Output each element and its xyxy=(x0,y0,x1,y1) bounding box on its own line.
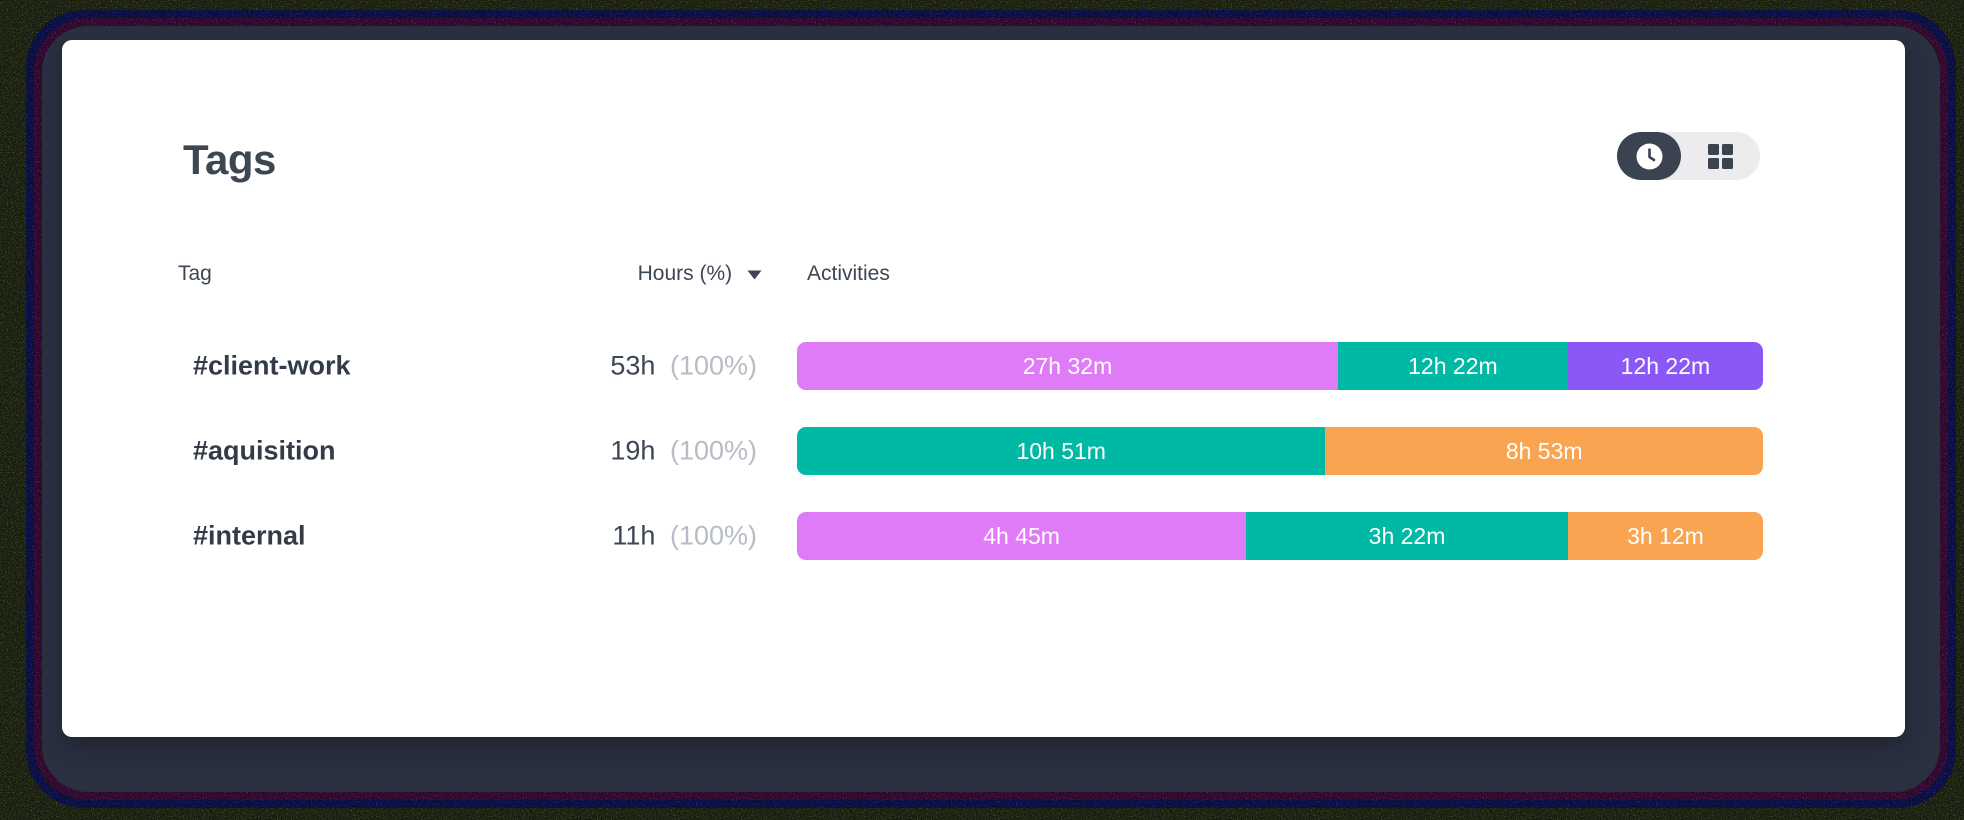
tag-hours: 53h xyxy=(610,350,656,381)
sort-desc-icon xyxy=(747,270,762,280)
tag-percent: (100%) xyxy=(669,435,757,466)
tag-percent: (100%) xyxy=(669,350,757,381)
tag-name[interactable]: #internal xyxy=(193,520,306,551)
tag-hours: 19h xyxy=(610,435,656,466)
tag-hours-cell: 53h (100%) xyxy=(502,351,757,382)
tag-name[interactable]: #client-work xyxy=(193,350,351,381)
activity-segment-label: 3h 22m xyxy=(1368,522,1446,549)
grid-view-button[interactable] xyxy=(1681,132,1760,180)
activity-segment-label: 4h 45m xyxy=(983,522,1060,549)
clock-icon xyxy=(1636,143,1662,169)
column-header-activities: Activities xyxy=(807,262,890,285)
tags-panel: Tags Tag Hours (%) xyxy=(62,40,1905,737)
activities-bar: 27h 32m 12h 22m 12h 22m xyxy=(797,342,1763,390)
activity-segment[interactable]: 3h 12m xyxy=(1567,512,1763,560)
tag-hours: 11h xyxy=(612,520,656,551)
activities-bar: 4h 45m 3h 22m 3h 12m xyxy=(797,512,1763,560)
activity-segment[interactable]: 12h 22m xyxy=(1337,342,1568,390)
tag-hours-cell: 11h (100%) xyxy=(502,521,757,552)
table-row: #internal 11h (100%) 4h 45m 3h 22m 3h 12… xyxy=(62,512,1905,560)
time-view-button[interactable] xyxy=(1617,132,1681,180)
table-row: #aquisition 19h (100%) 10h 51m 8h 53m xyxy=(62,427,1905,475)
activity-segment[interactable]: 8h 53m xyxy=(1325,427,1763,475)
activity-segment[interactable]: 3h 22m xyxy=(1246,512,1568,560)
column-header-tag: Tag xyxy=(178,262,212,285)
tag-percent: (100%) xyxy=(669,520,757,551)
column-header-hours-label: Hours (%) xyxy=(637,262,733,285)
tag-hours-cell: 19h (100%) xyxy=(502,436,757,467)
grid-icon xyxy=(1708,143,1733,169)
activity-segment[interactable]: 10h 51m xyxy=(797,427,1326,475)
view-toggle[interactable] xyxy=(1617,132,1760,180)
activity-segment-label: 3h 12m xyxy=(1627,522,1704,549)
column-header-hours[interactable]: Hours (%) xyxy=(542,262,762,286)
tag-name[interactable]: #aquisition xyxy=(193,435,336,466)
activity-segment-label: 8h 53m xyxy=(1505,437,1583,464)
activity-segment-label: 10h 51m xyxy=(1016,437,1106,464)
activities-bar: 10h 51m 8h 53m xyxy=(797,427,1763,475)
table-row: #client-work 53h (100%) 27h 32m 12h 22m … xyxy=(62,342,1905,390)
activity-segment-label: 12h 22m xyxy=(1408,352,1498,379)
activity-segment[interactable]: 27h 32m xyxy=(797,342,1338,390)
activity-segment[interactable]: 12h 22m xyxy=(1567,342,1763,390)
page-title: Tags xyxy=(183,136,276,183)
activity-segment-label: 27h 32m xyxy=(1022,352,1113,379)
activity-segment-label: 12h 22m xyxy=(1620,352,1711,379)
activity-segment[interactable]: 4h 45m xyxy=(797,512,1247,560)
